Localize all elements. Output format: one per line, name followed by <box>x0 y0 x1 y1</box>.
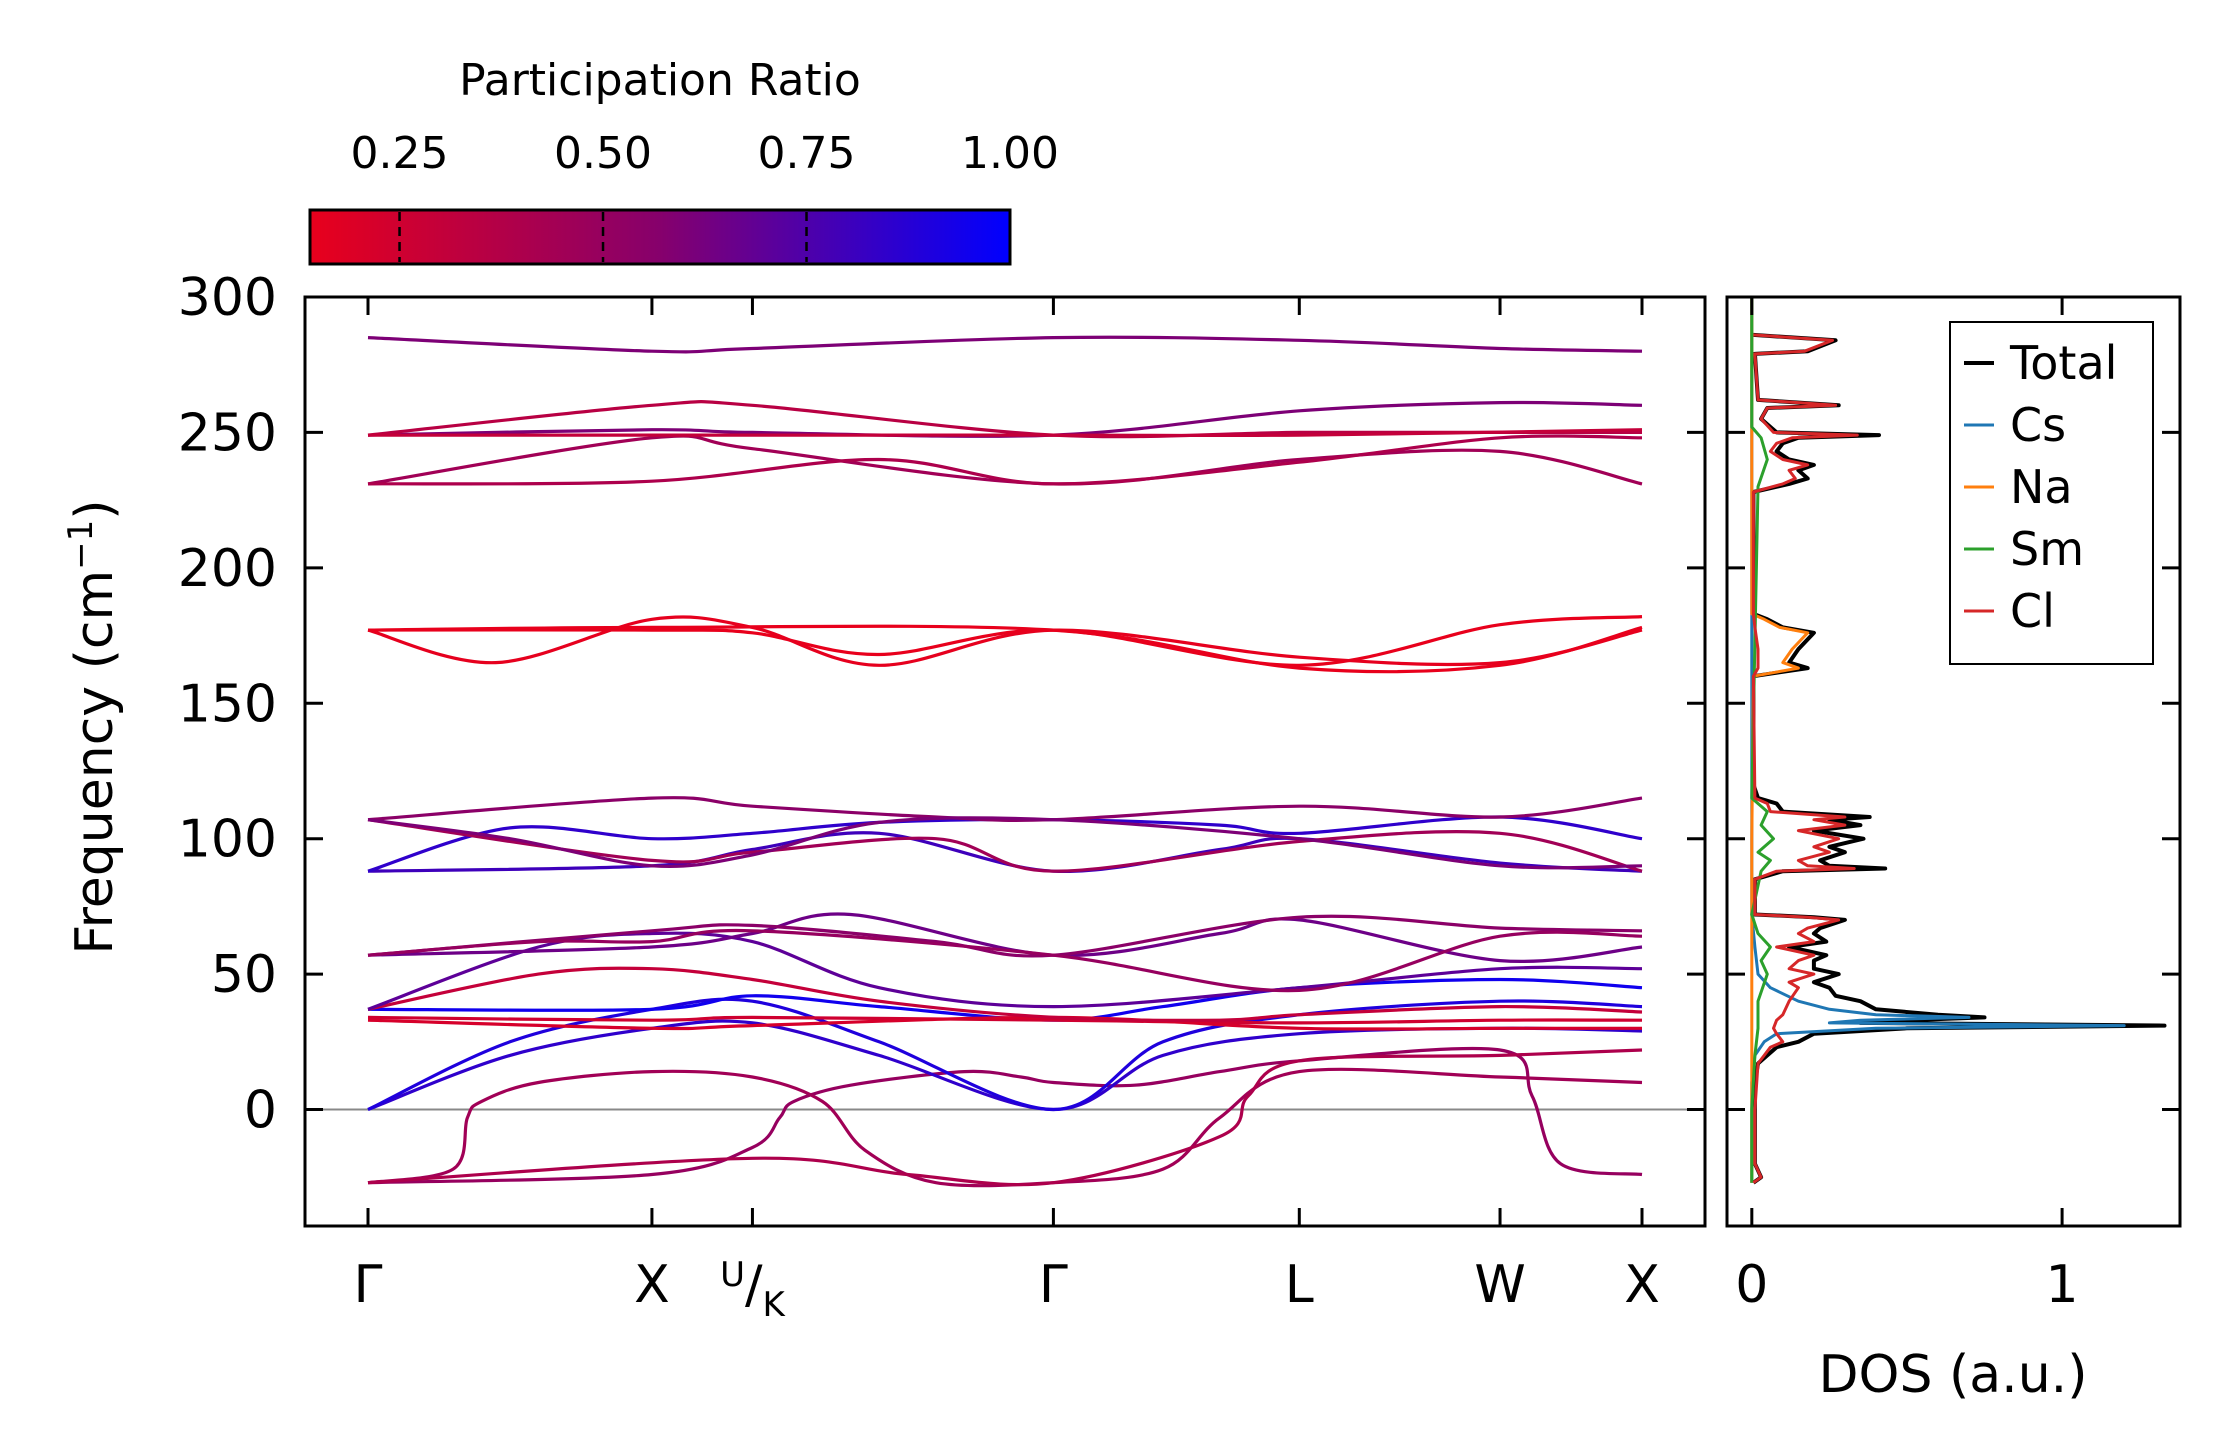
legend-label-sm: Sm <box>2010 522 2084 576</box>
dos-frame <box>1725 295 2182 1228</box>
phonon-band-13 <box>367 831 1643 874</box>
x-tick-label: L <box>1285 1255 1314 1315</box>
phonon-band-2 <box>367 1048 1643 1187</box>
colorbar-gradient <box>308 208 1012 266</box>
phonon-band-16 <box>367 818 1643 873</box>
y-axis-title: Frequency (cm−1) <box>61 499 125 954</box>
colorbar-tick-label: 0.75 <box>758 128 856 179</box>
x-tick-label: Γ <box>1039 1255 1068 1315</box>
dos-line-na <box>1750 297 1810 1183</box>
phonon-band-8 <box>367 966 1643 1022</box>
phonon-band-0 <box>367 1046 1643 1185</box>
y-tick-label: 150 <box>178 674 277 734</box>
dos-x-tick-label: 1 <box>2046 1255 2079 1315</box>
legend-box <box>1949 321 2154 665</box>
x-tick-label: U/K <box>720 1255 786 1325</box>
y-tick-label: 200 <box>178 539 277 599</box>
colorbar-tick-label: 0.25 <box>351 128 449 179</box>
x-tick-label: W <box>1474 1255 1525 1315</box>
phonon-band-18 <box>367 615 1643 667</box>
legend-label-cs: Cs <box>2010 398 2066 452</box>
y-tick-label: 100 <box>178 810 277 870</box>
colorbar-title: Participation Ratio <box>459 55 861 106</box>
dos-x-tick-label: 0 <box>1735 1255 1768 1315</box>
x-tick-label: X <box>1624 1255 1660 1315</box>
legend-label-cl: Cl <box>2010 584 2055 638</box>
phonon-band-1 <box>367 1067 1643 1188</box>
colorbar-tick-label: 1.00 <box>961 128 1059 179</box>
phonon-band-3 <box>367 1019 1643 1112</box>
phonon-band-20 <box>367 624 1643 674</box>
phonon-band-22 <box>367 434 1643 486</box>
x-tick-label: X <box>634 1255 670 1315</box>
band-structure-frame <box>303 295 1707 1228</box>
legend-label-total: Total <box>2009 336 2117 390</box>
legend-label-na: Na <box>2010 460 2073 514</box>
phonon-band-12 <box>367 928 1643 993</box>
x-axis-ticks: Γ X U/K Γ L W X <box>354 297 1660 1325</box>
y-tick-label: 250 <box>178 403 277 463</box>
dos-y-ticks <box>1727 295 2180 1112</box>
y-tick-label: 0 <box>244 1081 277 1141</box>
dos-x-axis-title: DOS (a.u.) <box>1819 1345 2088 1405</box>
y-tick-label: 50 <box>211 945 277 1005</box>
legend-items: Total Cs Na Sm Cl <box>1964 336 2117 638</box>
phonon-band-4 <box>367 997 1643 1112</box>
y-axis-ticks: 0 50 100 150 200 250 300 <box>178 268 1705 1141</box>
x-tick-label: Γ <box>354 1255 383 1315</box>
colorbar: Participation Ratio 0.25 0.50 0.75 1.00 <box>308 55 1059 266</box>
colorbar-tick-label: 0.50 <box>554 128 652 179</box>
phonon-band-6 <box>367 1015 1643 1025</box>
phonon-bands <box>367 335 1643 1188</box>
legend: Total Cs Na Sm Cl <box>1949 321 2154 665</box>
dos-line-sm <box>1750 297 1775 1183</box>
phonon-band-17 <box>367 816 1643 870</box>
y-tick-label: 300 <box>178 268 277 328</box>
colorbar-ticks: 0.25 0.50 0.75 1.00 <box>351 128 1059 262</box>
band-structure-plot: 0 50 100 150 200 250 300 Γ X U/K Γ L W X Frequency (… <box>61 268 1707 1325</box>
phonon-band-25 <box>367 428 1643 438</box>
dos-curves <box>1750 297 2167 1185</box>
phonon-band-15 <box>367 796 1643 822</box>
phonon-band-26 <box>367 335 1643 354</box>
phonon-band-9 <box>367 931 1643 1011</box>
dos-line-cl <box>1751 333 1859 1184</box>
phonon-band-19 <box>367 615 1643 667</box>
phonon-band-11 <box>367 914 1643 958</box>
